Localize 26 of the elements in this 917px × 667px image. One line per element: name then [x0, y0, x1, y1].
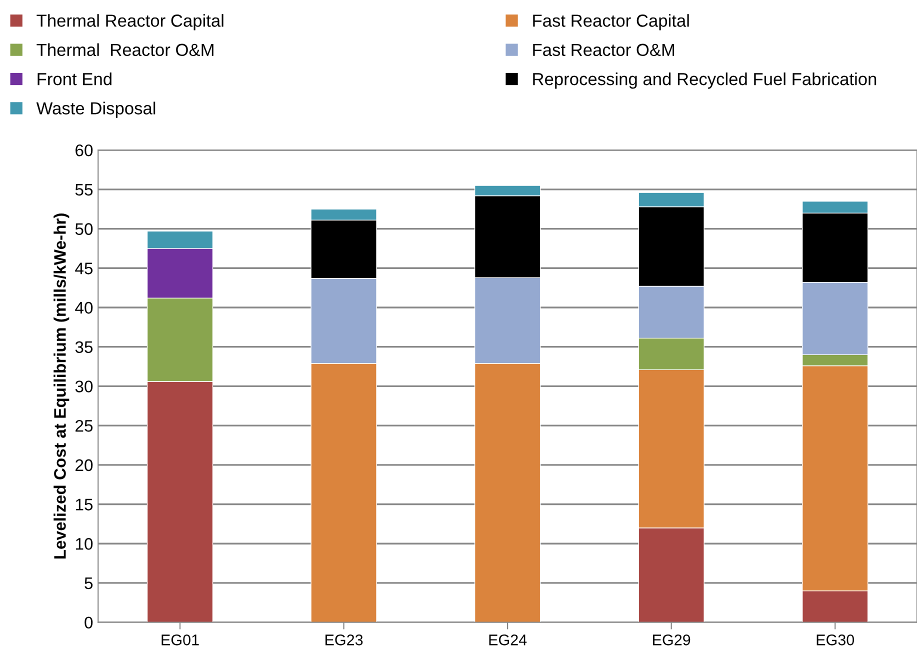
legend-label: Thermal Reactor Capital: [36, 14, 224, 30]
y-tick-label: 20: [76, 459, 93, 472]
y-tick-label: 30: [75, 380, 93, 392]
y-tick-label: 10: [76, 538, 93, 550]
y-tick-label: 50: [75, 223, 93, 235]
legend-label: Waste Disposal: [36, 102, 156, 118]
y-tick-label: 40: [75, 302, 93, 314]
legend-label: Front End: [38, 72, 112, 86]
legend-label: Fast Reactor Capital: [533, 14, 689, 30]
x-tick-label: EG23: [326, 634, 363, 646]
legend-label: Fast Reactor O&M: [533, 44, 674, 56]
y-tick-label: 15: [76, 498, 93, 510]
y-tick-label: 25: [76, 420, 93, 432]
y-tick-label: 55: [75, 184, 93, 196]
y-tick-label: 60: [76, 144, 93, 156]
x-tick-label: EG01: [162, 634, 199, 646]
y-tick-label: 5: [84, 578, 93, 590]
y-tick-label: 35: [75, 341, 93, 354]
y-axis-title: Levelized Cost at Equilibrium (mills/kWe-hr): [54, 214, 70, 559]
legend-label: Reprocessing and Recycled Fuel Fabrication: [533, 72, 876, 89]
y-tick-label: 45: [75, 262, 93, 274]
x-tick-label: EG29: [653, 634, 690, 646]
y-tick-label: 0: [84, 616, 93, 629]
x-tick-label: EG24: [489, 634, 527, 646]
legend-label: Thermal Reactor O&M: [36, 43, 214, 56]
x-tick-label: EG30: [816, 634, 854, 646]
